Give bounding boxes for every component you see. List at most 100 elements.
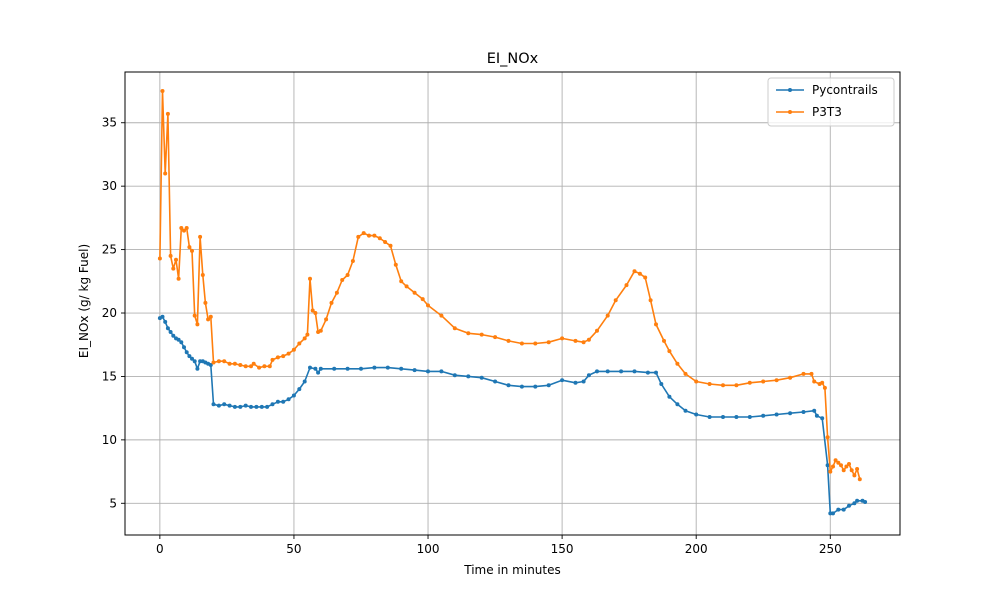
grid-lines: [125, 72, 900, 535]
data-point-pycontrails: [372, 365, 377, 370]
data-point-p3t3: [399, 279, 404, 284]
data-point-p3t3: [182, 228, 186, 233]
data-point-p3t3: [281, 354, 286, 359]
data-point-p3t3: [257, 365, 262, 370]
data-point-p3t3: [232, 361, 237, 366]
data-point-p3t3: [694, 379, 699, 384]
data-point-pycontrails: [595, 369, 599, 374]
data-point-pycontrails: [184, 350, 189, 355]
data-point-pycontrails: [466, 374, 471, 379]
data-point-p3t3: [211, 360, 216, 365]
data-point-pycontrails: [254, 404, 259, 409]
data-point-pycontrails: [168, 330, 173, 334]
data-point-p3t3: [184, 226, 189, 230]
data-point-pycontrails: [439, 369, 444, 374]
data-point-p3t3: [377, 236, 382, 241]
data-point-p3t3: [466, 331, 471, 336]
data-point-p3t3: [533, 341, 538, 346]
data-point-p3t3: [383, 240, 388, 244]
data-point-p3t3: [318, 328, 323, 333]
data-point-pycontrails: [645, 370, 650, 375]
data-point-p3t3: [801, 371, 806, 376]
data-point-p3t3: [812, 379, 817, 384]
data-point-p3t3: [275, 355, 280, 360]
data-point-p3t3: [305, 332, 310, 337]
data-point-pycontrails: [316, 370, 321, 375]
plot-frame: [124, 71, 901, 536]
data-point-pycontrails: [318, 366, 323, 371]
data-point-pycontrails: [243, 403, 248, 408]
data-point-p3t3: [855, 467, 860, 471]
data-point-p3t3: [648, 298, 653, 303]
data-point-pycontrails: [667, 394, 672, 399]
data-point-pycontrails: [734, 415, 739, 419]
legend-marker-p3t3: [788, 110, 792, 114]
data-point-pycontrails: [412, 368, 417, 373]
data-point-pycontrails: [238, 404, 243, 409]
data-point-p3t3: [847, 462, 851, 466]
data-point-pycontrails: [581, 379, 586, 384]
series-p3t3: [157, 89, 862, 482]
data-point-p3t3: [707, 382, 712, 386]
data-point-pycontrails: [187, 354, 192, 359]
data-point-pycontrails: [836, 507, 841, 512]
data-point-pycontrails: [275, 399, 280, 404]
data-point-p3t3: [192, 313, 197, 318]
data-point-pycontrails: [506, 383, 511, 388]
data-point-pycontrails: [560, 378, 565, 383]
data-point-pycontrails: [841, 507, 846, 512]
data-point-pycontrails: [399, 366, 404, 371]
data-point-p3t3: [203, 300, 208, 305]
data-point-pycontrails: [216, 403, 221, 408]
data-point-p3t3: [439, 313, 444, 318]
data-point-pycontrails: [182, 345, 186, 350]
data-point-p3t3: [493, 335, 498, 340]
data-point-p3t3: [519, 341, 524, 346]
data-point-pycontrails: [675, 402, 680, 407]
data-point-pycontrails: [814, 413, 819, 418]
data-point-p3t3: [404, 284, 409, 289]
data-point-pycontrails: [265, 404, 270, 409]
data-point-pycontrails: [208, 363, 213, 367]
data-point-pycontrails: [332, 366, 337, 371]
data-point-pycontrails: [863, 500, 868, 504]
series-line-p3t3: [159, 90, 861, 480]
data-point-p3t3: [849, 468, 854, 473]
data-point-pycontrails: [825, 463, 830, 468]
data-point-p3t3: [774, 378, 779, 383]
data-point-pycontrails: [270, 402, 275, 407]
data-point-pycontrails: [163, 319, 168, 324]
data-point-p3t3: [324, 317, 329, 322]
data-point-pycontrails: [345, 366, 350, 371]
data-point-p3t3: [372, 233, 377, 238]
data-point-p3t3: [393, 262, 398, 267]
data-point-p3t3: [187, 245, 192, 250]
data-point-pycontrails: [192, 359, 197, 364]
data-point-pycontrails: [452, 373, 457, 378]
data-point-p3t3: [573, 338, 578, 343]
data-point-pycontrails: [788, 411, 793, 416]
data-point-p3t3: [857, 477, 862, 482]
data-point-pycontrails: [195, 366, 200, 371]
data-point-pycontrails: [747, 415, 752, 419]
data-point-p3t3: [165, 111, 170, 116]
data-point-pycontrails: [774, 412, 779, 417]
data-point-p3t3: [208, 314, 213, 319]
data-point-pycontrails: [479, 375, 484, 380]
data-point-p3t3: [361, 231, 366, 236]
data-point-p3t3: [171, 266, 176, 271]
data-point-pycontrails: [546, 383, 551, 388]
data-point-pycontrails: [694, 412, 699, 417]
data-point-p3t3: [831, 464, 835, 469]
data-point-p3t3: [350, 259, 355, 263]
data-point-p3t3: [200, 273, 205, 277]
data-point-pycontrails: [179, 340, 184, 345]
data-point-p3t3: [506, 338, 511, 343]
data-point-p3t3: [243, 364, 248, 369]
data-point-p3t3: [624, 283, 629, 288]
data-point-pycontrails: [573, 380, 578, 385]
data-point-p3t3: [586, 337, 591, 342]
data-point-pycontrails: [632, 369, 637, 374]
data-point-p3t3: [683, 371, 688, 376]
